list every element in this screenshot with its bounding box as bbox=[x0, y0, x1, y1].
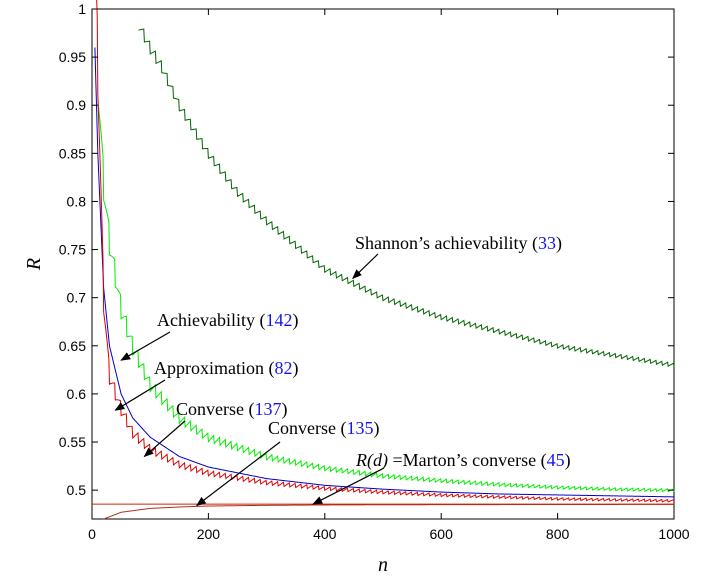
annotation-paren: ) bbox=[292, 310, 298, 331]
plot-area bbox=[91, 8, 675, 520]
y-tick-label: 0.55 bbox=[59, 434, 86, 450]
annotation-label: Achievability (142) bbox=[157, 310, 298, 331]
annotation-paren: ) bbox=[292, 358, 298, 379]
curves bbox=[92, 0, 675, 520]
annotation-text: Converse ( bbox=[268, 418, 346, 439]
annotation-paren: ) bbox=[373, 418, 379, 439]
annotation-ref: 137 bbox=[254, 399, 281, 419]
annotations: Shannon’s achievability (33)Achievabilit… bbox=[114, 233, 571, 507]
annotation-ref: 33 bbox=[538, 233, 556, 253]
annotation-arrow bbox=[352, 253, 379, 280]
annotation-arrow bbox=[312, 467, 385, 505]
annotation-arrow bbox=[114, 379, 166, 411]
ticks: 0 200 400 600 800 1000 0.5 0.55 0.6 0.65 0.7 0.75 0.… bbox=[59, 1, 690, 542]
annotation-text: Approximation ( bbox=[154, 358, 274, 379]
annotation-label: Converse (137) bbox=[176, 399, 287, 420]
annotation-ref: 142 bbox=[265, 310, 292, 330]
annotation-paren: ) bbox=[281, 399, 287, 420]
x-tick-label: 200 bbox=[197, 526, 221, 542]
annotation-math: R(d) bbox=[355, 450, 388, 471]
y-tick-label: 0.8 bbox=[67, 193, 87, 209]
x-tick-label: 400 bbox=[313, 526, 337, 542]
series-line-2 bbox=[97, 100, 675, 493]
annotation-label: R(d) =Marton’s converse (45) bbox=[355, 450, 571, 471]
annotation-arrow bbox=[120, 331, 171, 361]
annotation-text: =Marton’s converse ( bbox=[388, 450, 547, 471]
series-line-3 bbox=[94, 47, 675, 498]
annotation-ref: 135 bbox=[346, 418, 373, 438]
annotation-ref: 45 bbox=[547, 450, 565, 470]
y-tick-label: 0.9 bbox=[67, 97, 87, 113]
annotation-label: Approximation (82) bbox=[154, 358, 298, 379]
x-tick-label: 1000 bbox=[658, 526, 689, 542]
y-tick-label: 0.85 bbox=[59, 145, 86, 161]
x-tick-label: 0 bbox=[88, 526, 96, 542]
series-line-4 bbox=[96, 0, 675, 503]
y-tick-label: 0.75 bbox=[59, 242, 86, 258]
annotation-label: Converse (135) bbox=[268, 418, 379, 439]
y-axis-label: R bbox=[23, 258, 45, 271]
x-tick-label: 800 bbox=[546, 526, 570, 542]
annotation-text: Converse ( bbox=[176, 399, 254, 420]
y-tick-label: 0.5 bbox=[67, 482, 87, 498]
series-line-1 bbox=[138, 28, 675, 368]
x-axis-label: n bbox=[378, 554, 388, 576]
y-tick-label: 0.6 bbox=[67, 386, 87, 402]
x-tick-label: 600 bbox=[430, 526, 454, 542]
annotation-text: Shannon’s achievability ( bbox=[355, 233, 538, 254]
y-tick-label: 0.95 bbox=[59, 49, 86, 65]
annotation-label: Shannon’s achievability (33) bbox=[355, 233, 562, 254]
annotation-ref: 82 bbox=[274, 358, 292, 378]
y-tick-label: 1 bbox=[78, 1, 86, 17]
annotation-paren: ) bbox=[565, 450, 571, 471]
annotation-arrow bbox=[143, 420, 186, 458]
annotation-text: Achievability ( bbox=[157, 310, 265, 331]
y-tick-label: 0.7 bbox=[67, 290, 87, 306]
y-tick-label: 0.65 bbox=[59, 338, 86, 354]
annotation-paren: ) bbox=[556, 233, 562, 254]
annotation-arrow bbox=[195, 441, 281, 507]
